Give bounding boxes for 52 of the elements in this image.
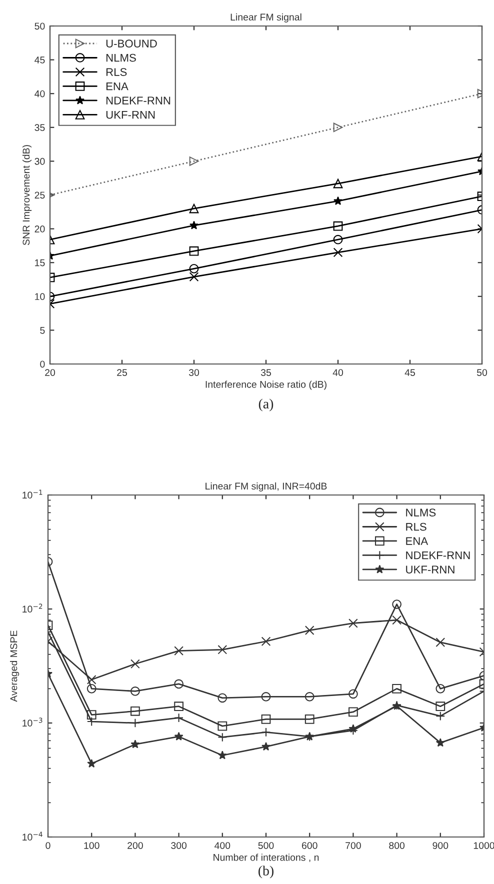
y-tick-label: 30 (34, 158, 45, 165)
y-tick-label: 40 (34, 90, 45, 98)
y-tick-label: 10$^{−3}$ (22, 718, 42, 727)
x-tick-label: 700 (346, 842, 361, 849)
legend-label: NLMS (106, 54, 136, 62)
text: (a) (258, 398, 274, 412)
x-tick-label: 300 (171, 842, 187, 849)
y-tick-label: 10 (35, 293, 45, 300)
y-tick-label: 25 (34, 192, 45, 199)
y-tick-label: 10$^{−2}$ (22, 604, 42, 613)
x-tick-label: 35 (260, 369, 271, 376)
x-tick-label: 500 (258, 842, 274, 849)
x-tick-label: 25 (117, 369, 127, 376)
y-tick-label: 45 (34, 56, 45, 64)
x-tick-label: 30 (188, 369, 200, 376)
x-tick-label: 45 (404, 369, 415, 376)
y-tick-label: 10$^{−1}$ (22, 490, 42, 499)
legend-label: ENA (406, 537, 428, 545)
x-tick-label: 900 (432, 842, 448, 849)
x-tick-label: 800 (389, 842, 405, 849)
legend-label: RLS (406, 522, 426, 531)
legend-label: UKF-RNN (406, 566, 454, 574)
x-axis-title: Interference Noise ratio (dB) (206, 380, 326, 390)
y-tick-label: 5 (40, 327, 45, 334)
y-tick-label: 20 (34, 226, 45, 232)
x-tick-label: 600 (302, 842, 318, 849)
x-tick-label: 50 (476, 369, 488, 376)
y-axis-title: Averaged MSPE (10, 630, 20, 702)
y-axis-title: SNR Improvement (dB) (22, 145, 32, 246)
legend-label: RLS (106, 68, 127, 76)
y-tick-label: 0 (40, 360, 45, 368)
legend-label: UKF-RNN (106, 110, 155, 119)
legend-label: NLMS (406, 508, 436, 516)
legend-label: ENA (106, 82, 128, 90)
x-tick-label: 1000 (474, 842, 494, 849)
y-tick-label: 15 (35, 259, 45, 266)
x-tick-label: 0 (46, 842, 50, 849)
chart-title: Linear FM signal, INR=40dB (206, 482, 327, 492)
x-tick-label: 100 (84, 842, 100, 849)
legend-label: NDEKF-RNN (406, 551, 470, 560)
y-tick-label: 50 (34, 22, 45, 30)
legend-label: NDEKF-RNN (106, 96, 170, 104)
text: (b) (258, 866, 274, 878)
x-tick-label: 400 (214, 842, 230, 849)
x-tick-label: 40 (332, 369, 344, 376)
legend-label: U-BOUND (106, 40, 157, 48)
x-tick-label: 200 (128, 842, 143, 849)
y-tick-label: 35 (34, 124, 45, 132)
y-tick-label: 10$^{−4}$ (22, 832, 42, 841)
chart-title: Linear FM signal (230, 13, 302, 22)
x-tick-label: 20 (45, 369, 56, 376)
x-axis-title: Number of interations , n (214, 854, 319, 862)
